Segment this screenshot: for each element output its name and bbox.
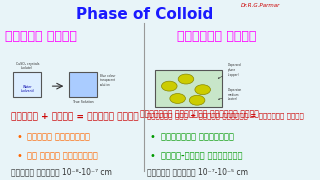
Text: True Solution: True Solution bbox=[73, 100, 93, 104]
Text: કોલોઇડ દાવણ: કોલોઇડ દાવણ bbox=[177, 30, 256, 43]
Text: કણોનો વ્યાસ 10⁻⁷-10⁻⁵ cm: કણોનો વ્યાસ 10⁻⁷-10⁻⁵ cm bbox=[147, 167, 248, 176]
Text: સાયું દાવણ: સાયું દાવણ bbox=[5, 30, 77, 43]
Text: Dispersed
phase
(copper): Dispersed phase (copper) bbox=[218, 63, 241, 78]
Text: Blue colour
transparent
solution: Blue colour transparent solution bbox=[100, 74, 116, 87]
Circle shape bbox=[162, 81, 177, 91]
Text: વિતરીત કળા + વિતરણ માધ્યમ = કોલોઇડ દાવણ: વિતરીત કળા + વિતરણ માધ્યમ = કોલોઇડ દાવણ bbox=[147, 113, 304, 119]
Text: કણોનો વ્યાસ 10⁻⁸-10⁻⁷ cm: કણોનો વ્યાસ 10⁻⁸-10⁻⁷ cm bbox=[11, 167, 112, 176]
Text: દ்વિ-ફેઇઝ પ્રણાલી: દ்વિ-ફેઇઝ પ્રણાલી bbox=[161, 151, 243, 160]
Circle shape bbox=[178, 74, 194, 84]
Text: વિષમાંગ પ્રણાલી: વિષમાંગ પ્રણાલી bbox=[161, 132, 234, 141]
Text: •: • bbox=[16, 132, 22, 142]
Text: CuSO₄ crystals
(solute): CuSO₄ crystals (solute) bbox=[16, 62, 39, 70]
Text: Water
(solvent): Water (solvent) bbox=[20, 85, 35, 93]
Text: Phase of Colloid: Phase of Colloid bbox=[76, 7, 213, 22]
Text: Dr.R.G.Parmar: Dr.R.G.Parmar bbox=[241, 3, 281, 8]
Text: કોપરનું પાણીમાં કોલોઇડ દાવણ: કોપરનું પાણીમાં કોલોઇડ દાવણ bbox=[140, 109, 259, 118]
FancyBboxPatch shape bbox=[13, 72, 41, 97]
Circle shape bbox=[170, 94, 185, 104]
Text: સમાંગ પ્રણાલી: સમાંગ પ્રણાલી bbox=[27, 132, 90, 141]
Text: Dispersion
medium
(water): Dispersion medium (water) bbox=[219, 88, 242, 101]
FancyBboxPatch shape bbox=[69, 72, 97, 97]
Circle shape bbox=[189, 95, 205, 105]
Text: •: • bbox=[16, 151, 22, 161]
Text: એક ફેઇઝ પ્રણાલી: એક ફેઇઝ પ્રણાલી bbox=[27, 151, 98, 160]
Text: •: • bbox=[150, 151, 156, 161]
Text: •: • bbox=[150, 132, 156, 142]
Text: દાવ્ય + દાવક = સાયું દાવણ: દાવ્ય + દાવક = સાયું દાવણ bbox=[11, 113, 138, 122]
FancyBboxPatch shape bbox=[156, 70, 222, 107]
Circle shape bbox=[195, 85, 211, 95]
